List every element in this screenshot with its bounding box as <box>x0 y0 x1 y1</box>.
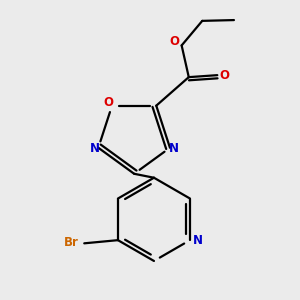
Text: Br: Br <box>64 236 79 249</box>
Text: N: N <box>89 142 99 155</box>
Text: N: N <box>193 235 203 248</box>
Text: O: O <box>104 96 114 109</box>
Text: O: O <box>169 35 179 48</box>
Text: O: O <box>219 69 229 82</box>
Text: N: N <box>169 142 179 155</box>
